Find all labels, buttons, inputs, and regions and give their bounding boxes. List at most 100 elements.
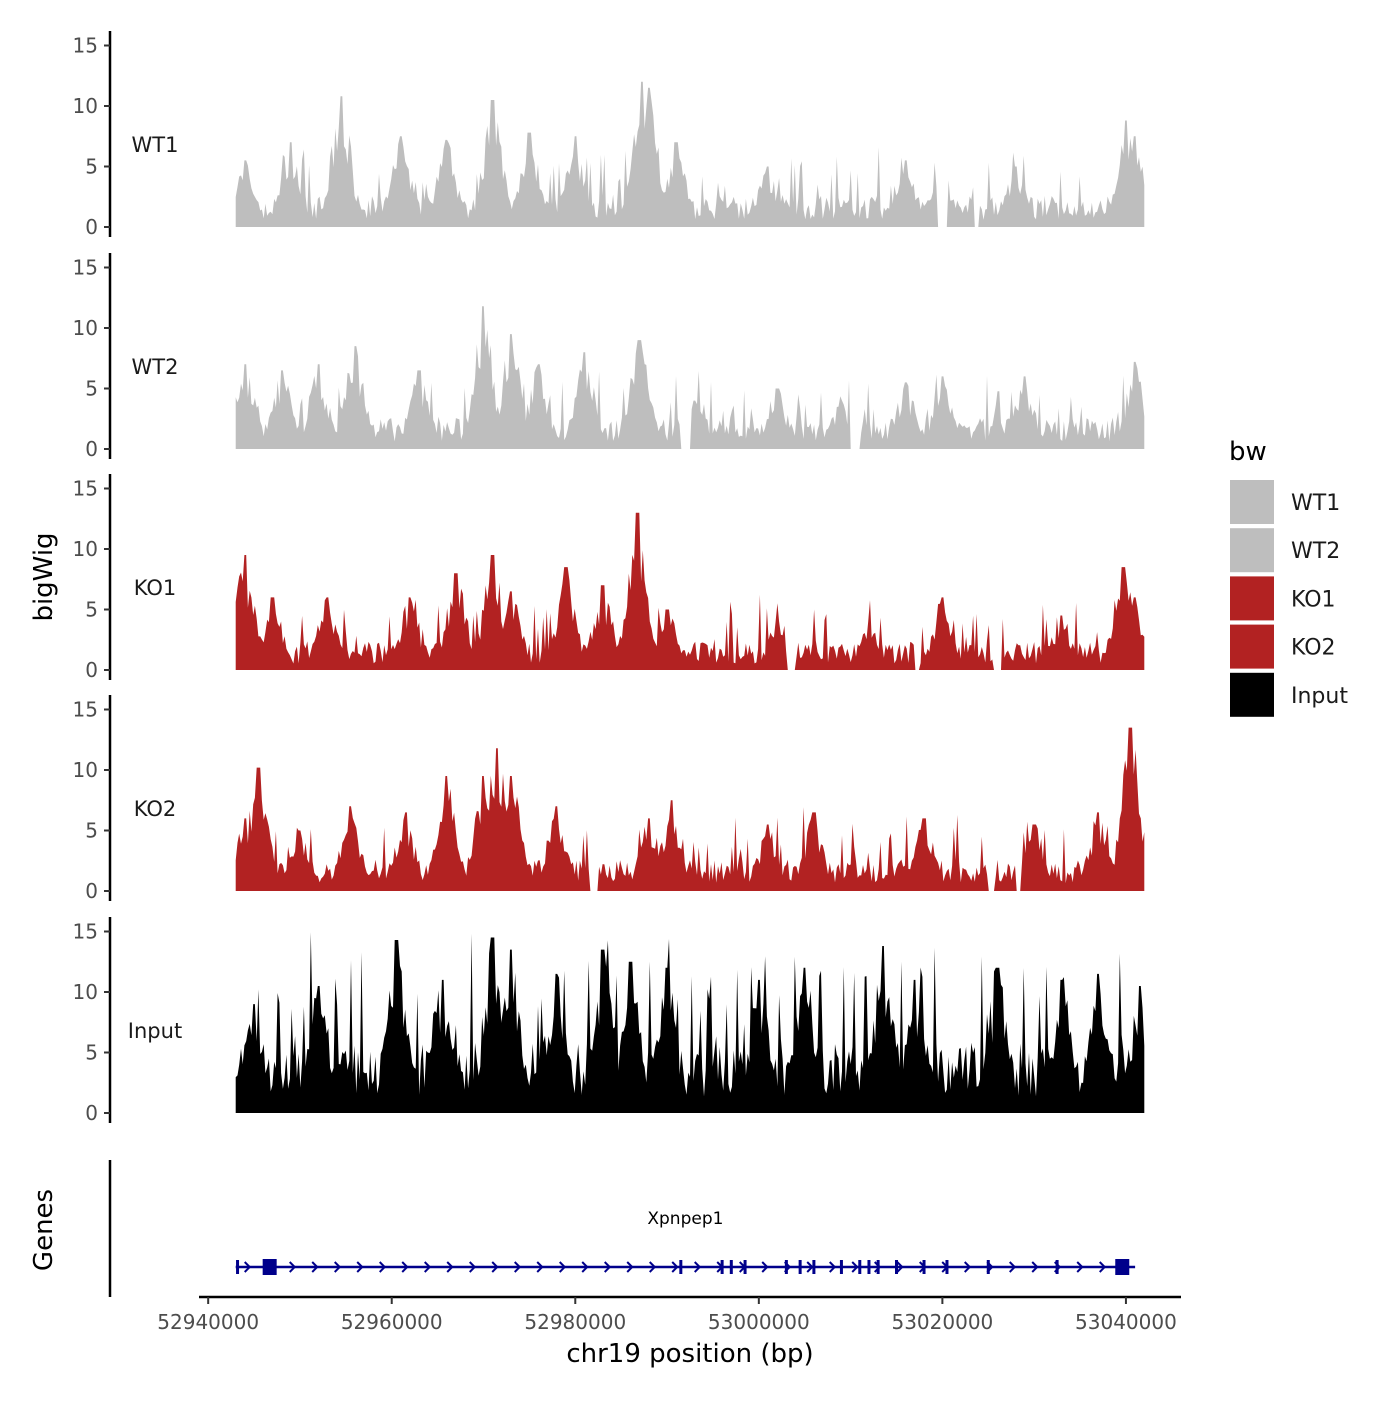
exon — [743, 1260, 747, 1274]
x-axis: 52940000 52960000 52980000 53000000 53020000… — [157, 1295, 1181, 1334]
track-label: WT1 — [132, 133, 179, 157]
strand-arrow — [761, 1261, 769, 1273]
strand-arrow — [491, 1261, 499, 1273]
y-tick-label: 15 — [73, 256, 98, 280]
x-tick-label: 53020000 — [891, 1310, 993, 1334]
exon — [1115, 1259, 1130, 1275]
y-tick-label: 15 — [73, 477, 98, 501]
track-WT1: 0 5 10 15 WT1 — [73, 31, 1145, 239]
legend-swatch — [1230, 528, 1274, 573]
legend-item-Input: Input — [1230, 672, 1348, 717]
exon — [839, 1260, 843, 1274]
track-KO1: 0 5 10 15 KO1 — [73, 474, 1145, 682]
legend-label: Input — [1291, 684, 1348, 709]
exon — [986, 1260, 990, 1274]
x-tick-label: 52940000 — [157, 1310, 259, 1334]
exon — [262, 1259, 277, 1275]
y-axis-title: bigWig — [29, 532, 59, 621]
genes-panel: Xpnpep1 — [108, 1160, 1136, 1297]
y-tick-label: 10 — [73, 94, 98, 118]
y-tick-label: 10 — [73, 537, 98, 561]
strand-arrow — [334, 1261, 342, 1273]
track-label: KO1 — [134, 576, 177, 600]
legend-title: bw — [1229, 437, 1267, 467]
legend-swatch — [1230, 480, 1274, 524]
x-tick-label: 52980000 — [524, 1310, 626, 1334]
exon — [798, 1260, 802, 1274]
legend: bw WT1 WT2 KO1 KO2 Input — [1229, 437, 1348, 717]
strand-arrow — [626, 1261, 634, 1273]
strand-arrow — [311, 1261, 319, 1273]
y-tick-label: 5 — [85, 155, 98, 179]
strand-arrow — [964, 1261, 972, 1273]
y-tick-label: 15 — [73, 920, 98, 944]
coverage-area-WT2 — [235, 306, 1145, 449]
strand-arrow — [446, 1261, 454, 1273]
strand-arrow — [379, 1261, 387, 1273]
track-WT2: 0 5 10 15 WT2 — [73, 253, 1145, 461]
strand-arrow — [604, 1261, 612, 1273]
x-tick-label: 52960000 — [341, 1310, 443, 1334]
coverage-area-KO1 — [235, 512, 1145, 670]
legend-swatch — [1230, 624, 1274, 669]
track-Input: 0 5 10 15 Input — [73, 917, 1145, 1125]
strand-arrow — [289, 1261, 297, 1273]
strand-arrow — [356, 1261, 364, 1273]
exon — [812, 1260, 816, 1274]
gene-Xpnpep1: Xpnpep1 — [235, 1209, 1136, 1275]
strand-arrow — [1099, 1261, 1107, 1273]
x-tick-label: 53000000 — [708, 1310, 810, 1334]
y-tick-label: 0 — [85, 1101, 98, 1125]
legend-item-WT1: WT1 — [1230, 480, 1340, 524]
exon — [236, 1260, 240, 1274]
y-tick-label: 0 — [85, 879, 98, 903]
y-tick-label: 0 — [85, 658, 98, 682]
legend-item-KO1: KO1 — [1230, 576, 1336, 621]
exon — [894, 1260, 898, 1274]
exon — [784, 1260, 788, 1274]
exon — [876, 1260, 880, 1274]
strand-arrow — [806, 1261, 814, 1273]
track-label: KO2 — [134, 797, 177, 821]
exon — [867, 1260, 871, 1274]
y-tick-label: 15 — [73, 698, 98, 722]
strand-arrow — [401, 1261, 409, 1273]
track-KO2: 0 5 10 15 KO2 — [73, 695, 1145, 903]
legend-swatch — [1230, 672, 1274, 717]
gene-label: Xpnpep1 — [647, 1209, 723, 1229]
coverage-tracks: 0 5 10 15 WT1 0 5 10 15 WT2 0 5 10 15 KO1 0 5 10 15 KO2 0 5 10… — [73, 31, 1145, 1125]
strand-arrow — [874, 1261, 882, 1273]
genes-axis-title: Genes — [29, 1189, 59, 1271]
exon — [1055, 1260, 1059, 1274]
legend-label: KO2 — [1291, 636, 1336, 661]
exon — [945, 1260, 949, 1274]
y-tick-label: 5 — [85, 819, 98, 843]
strand-arrow — [244, 1261, 252, 1273]
strand-arrow — [424, 1261, 432, 1273]
track-label: Input — [128, 1019, 182, 1043]
strand-arrow — [469, 1261, 477, 1273]
y-tick-label: 0 — [85, 215, 98, 239]
y-tick-label: 10 — [73, 316, 98, 340]
exon — [858, 1260, 862, 1274]
strand-arrow — [896, 1261, 904, 1273]
track-label: WT2 — [132, 355, 179, 379]
coverage-area-KO2 — [235, 727, 1145, 891]
strand-arrow — [1009, 1261, 1017, 1273]
exon — [922, 1260, 926, 1274]
y-tick-label: 10 — [73, 980, 98, 1004]
strand-arrow — [581, 1261, 589, 1273]
y-tick-label: 5 — [85, 598, 98, 622]
legend-label: WT2 — [1291, 539, 1340, 564]
legend-swatch — [1230, 576, 1274, 621]
strand-arrow — [514, 1261, 522, 1273]
y-tick-label: 15 — [73, 34, 98, 58]
strand-arrow — [559, 1261, 567, 1273]
legend-label: WT1 — [1291, 491, 1340, 516]
strand-arrow — [671, 1261, 679, 1273]
strand-arrow — [851, 1261, 859, 1273]
y-tick-label: 0 — [85, 437, 98, 461]
legend-label: KO1 — [1291, 587, 1336, 612]
strand-arrow — [829, 1261, 837, 1273]
